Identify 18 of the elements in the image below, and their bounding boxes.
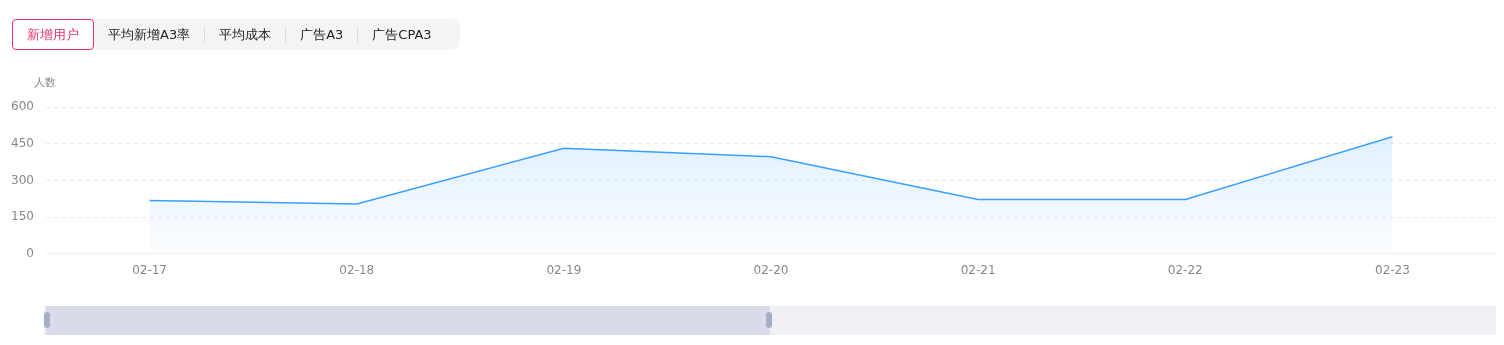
y-tick-label: 300 [11, 172, 34, 187]
y-tick-label: 600 [11, 99, 34, 114]
text: 平均成本 [204, 26, 286, 43]
x-tick-label: 02-19 [546, 262, 582, 277]
x-tick-label: 02-23 [1374, 262, 1410, 277]
text: 平均新增A3率 [107, 26, 192, 43]
x-tick-label: 02-22 [1167, 262, 1203, 277]
y-axis-title: 人数 [34, 75, 56, 90]
x-tick-label: 02-17 [132, 262, 168, 277]
text: 新增用户 [12, 19, 94, 50]
text: 广告A3 [285, 26, 358, 43]
y-tick-label: 0 [26, 245, 34, 260]
y-tick-label: 450 [11, 135, 34, 150]
x-tick-label: 02-18 [339, 262, 375, 277]
y-tick-label: 150 [11, 209, 34, 224]
x-tick-label: 02-20 [753, 262, 789, 277]
x-tick-label: 02-21 [960, 262, 996, 277]
text: 广告CPA3 [357, 26, 446, 43]
